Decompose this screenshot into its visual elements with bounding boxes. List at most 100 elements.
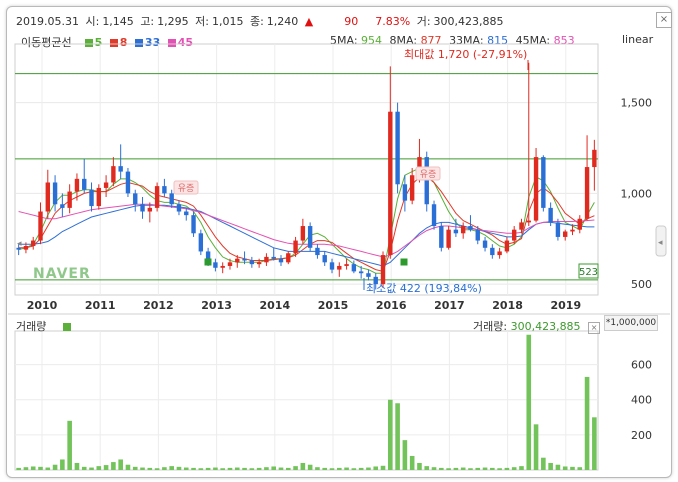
volume-value: 300,423,885 <box>433 15 504 28</box>
candle-body <box>198 233 204 252</box>
x-tick-label: 2015 <box>318 299 349 312</box>
volume-close-icon[interactable]: × <box>588 322 601 334</box>
volume-readout-value: 300,423,885 <box>510 320 581 333</box>
volume-bar <box>285 467 291 470</box>
x-tick-label: 2011 <box>85 299 116 312</box>
scale-mode-toggle[interactable]: linear <box>622 33 654 46</box>
ma8-line <box>18 176 595 272</box>
event-tag-label: 유증 <box>178 183 195 194</box>
volume-bar <box>366 467 371 470</box>
volume-bar <box>395 403 400 470</box>
candle-body <box>213 262 218 268</box>
candle-body <box>497 251 502 256</box>
candle-body <box>490 247 495 256</box>
volume-bar <box>468 468 473 470</box>
candle-body <box>504 240 510 252</box>
volume-bar <box>409 455 415 470</box>
naver-logo: NAVER <box>33 266 91 282</box>
candle-body <box>45 182 50 212</box>
volume-bar <box>52 464 58 470</box>
candle-body <box>176 204 182 212</box>
candle-body <box>533 157 539 221</box>
candle-body <box>169 193 174 205</box>
candle-body <box>446 229 451 248</box>
ma45-swatch <box>167 39 176 47</box>
volume-bar <box>555 464 561 470</box>
volume-bar <box>30 466 36 470</box>
volume-bar <box>89 467 94 470</box>
volume-bar <box>234 467 240 470</box>
volume-readout-label: 거래량: <box>473 320 508 333</box>
volume-bar <box>570 466 575 470</box>
candle-body <box>67 191 72 208</box>
volume-bar <box>511 467 517 470</box>
volume-panel-border <box>14 330 599 471</box>
volume-bar <box>315 467 320 470</box>
candle-body <box>235 258 240 263</box>
volume-bar <box>584 376 590 470</box>
candle-body <box>154 186 160 208</box>
candle-body <box>264 256 269 263</box>
volume-bar <box>81 466 87 470</box>
candle-body <box>256 262 262 265</box>
volume-bar <box>336 467 342 470</box>
candle-body <box>380 255 386 285</box>
candle-body <box>417 157 422 176</box>
candle-body <box>38 211 43 241</box>
volume-bar <box>402 440 408 470</box>
close-icon[interactable]: × <box>656 12 672 28</box>
ma5-swatch <box>84 39 93 47</box>
volume-bar <box>249 468 255 470</box>
candle-body <box>74 178 80 192</box>
candle-body <box>548 207 553 223</box>
candle-body <box>271 256 276 259</box>
candle-body <box>220 265 225 268</box>
event-marker <box>400 258 408 266</box>
volume-panel-title: 거래량 <box>16 320 47 333</box>
candle-body <box>184 211 189 216</box>
event-tag-box <box>415 166 441 181</box>
volume-bar <box>424 466 430 470</box>
volume-bar <box>227 467 233 470</box>
volume-bar <box>562 466 568 470</box>
change-value: 90 <box>344 15 359 28</box>
candle-body <box>16 247 21 250</box>
scroll-right-handle <box>655 225 667 257</box>
volume-bar <box>431 467 437 470</box>
volume-bar <box>140 467 145 470</box>
volume-bar <box>293 466 298 470</box>
volume-tick-label: 200 <box>631 429 652 442</box>
x-tick-label: 2014 <box>259 299 290 312</box>
candle-body <box>118 166 123 172</box>
volume-bar <box>96 466 102 470</box>
candle-body <box>337 265 342 270</box>
volume-bar <box>118 459 123 470</box>
candle-body <box>315 247 320 256</box>
volume-bar <box>351 468 357 470</box>
x-tick-label: 2016 <box>376 299 407 312</box>
x-tick-label: 2010 <box>27 299 58 312</box>
price-tick-label: 500 <box>631 278 652 291</box>
candle-body <box>511 229 517 241</box>
candle-body <box>541 157 546 208</box>
candle-body <box>570 229 575 232</box>
scroll-right-icon: ◂ <box>658 238 663 248</box>
ma8-swatch <box>109 39 118 47</box>
volume-bar <box>453 467 459 470</box>
price-tick-label: 1,500 <box>621 97 653 110</box>
candle-body <box>424 157 429 205</box>
candle-body <box>526 220 531 223</box>
volume-bar <box>183 467 189 470</box>
volume-label: 거: <box>416 15 431 28</box>
volume-bar <box>162 467 167 470</box>
candle-body <box>133 193 138 205</box>
volume-panel-header: 거래량 <box>16 318 73 334</box>
volume-bar <box>125 464 131 470</box>
volume-bar <box>533 424 539 470</box>
volume-bar <box>278 467 284 470</box>
volume-bar <box>519 466 524 470</box>
candle-body <box>96 187 102 207</box>
volume-bar <box>74 462 80 470</box>
candle-body <box>351 264 357 272</box>
